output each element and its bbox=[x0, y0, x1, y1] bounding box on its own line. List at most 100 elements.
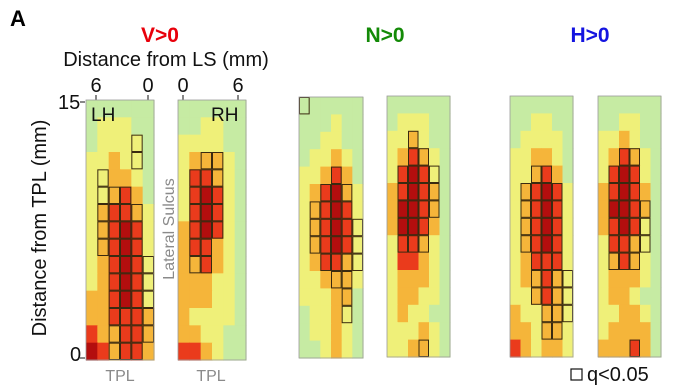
sig-cell bbox=[608, 183, 619, 201]
heat-cell bbox=[640, 287, 652, 306]
heat-cell bbox=[189, 100, 202, 118]
heat-cell bbox=[418, 96, 430, 114]
heat-cell bbox=[397, 183, 409, 201]
sig-cell bbox=[108, 238, 120, 257]
sig-cell bbox=[408, 200, 419, 218]
heat-cell bbox=[178, 273, 190, 292]
heat-cell bbox=[189, 152, 202, 170]
heat-cell bbox=[120, 186, 132, 205]
sig-cell bbox=[552, 252, 563, 271]
heat-cell bbox=[341, 253, 353, 272]
heat-cell bbox=[131, 100, 144, 118]
heat-cell bbox=[320, 236, 332, 255]
heat-cell bbox=[629, 304, 641, 323]
heat-cell bbox=[320, 201, 332, 220]
heat-cell bbox=[520, 165, 532, 184]
heat-cell bbox=[520, 339, 532, 358]
heat-cell bbox=[619, 148, 631, 167]
heat-cell bbox=[234, 273, 247, 292]
heat-cell bbox=[429, 304, 441, 323]
heat-cell bbox=[352, 184, 364, 202]
sig-cell bbox=[299, 97, 310, 115]
heat-cell bbox=[608, 287, 620, 306]
sig-cell bbox=[629, 165, 640, 184]
heat-cell bbox=[223, 256, 236, 274]
heat-cell bbox=[352, 236, 364, 255]
sig-cell bbox=[320, 253, 332, 272]
heat-cell bbox=[108, 238, 121, 257]
heat-cell bbox=[608, 235, 620, 254]
heat-cell bbox=[86, 273, 98, 292]
sig-cell bbox=[131, 308, 143, 326]
heat-cell bbox=[142, 290, 155, 309]
sig-cell bbox=[418, 235, 429, 253]
heat-cell bbox=[408, 165, 420, 184]
heat-cell bbox=[352, 114, 364, 133]
heat-cell bbox=[108, 117, 121, 136]
heat-cell bbox=[608, 165, 620, 184]
heat-cell bbox=[562, 287, 574, 306]
heat-cell bbox=[608, 270, 620, 288]
heat-cell bbox=[320, 323, 332, 342]
heat-cell bbox=[520, 148, 532, 167]
sig-cell bbox=[397, 235, 408, 253]
heat-cell bbox=[650, 339, 662, 358]
heat-cell bbox=[619, 322, 631, 341]
sig-cell bbox=[619, 165, 630, 184]
heat-cell bbox=[234, 186, 247, 205]
heat-cell bbox=[531, 148, 543, 167]
heat-cell bbox=[223, 290, 236, 309]
sig-cell bbox=[131, 325, 143, 343]
heat-cell bbox=[562, 322, 574, 341]
heat-cell bbox=[629, 148, 641, 167]
sig-cell bbox=[189, 238, 201, 257]
sig-cell bbox=[97, 204, 109, 222]
heat-cell bbox=[510, 113, 522, 132]
heat-cell bbox=[108, 290, 121, 309]
heat-cell bbox=[309, 271, 321, 289]
heat-cell bbox=[178, 342, 190, 361]
heat-cell bbox=[640, 304, 652, 323]
heat-cell bbox=[223, 204, 236, 222]
sig-cell bbox=[108, 204, 120, 222]
heat-cell bbox=[541, 148, 553, 167]
heat-cell bbox=[397, 96, 409, 114]
sig-cell bbox=[552, 200, 563, 218]
heat-cell bbox=[520, 235, 532, 254]
sig-cell bbox=[531, 200, 542, 218]
heat-cell bbox=[439, 270, 451, 288]
sig-cell bbox=[418, 200, 429, 218]
heat-cell bbox=[629, 339, 641, 358]
heat-cell bbox=[320, 131, 332, 150]
heat-cell bbox=[552, 96, 564, 114]
heat-cell bbox=[541, 235, 553, 254]
sig-cell bbox=[142, 325, 155, 343]
heat-cell bbox=[531, 304, 543, 323]
heat-cell bbox=[531, 270, 543, 288]
heat-cell bbox=[178, 100, 190, 118]
heat-cell bbox=[510, 130, 522, 149]
sig-cell bbox=[541, 235, 552, 253]
heat-cell bbox=[108, 342, 121, 361]
heat-cell bbox=[309, 131, 321, 150]
sig-cell bbox=[131, 134, 143, 153]
heat-cell bbox=[541, 113, 553, 132]
heat-cell bbox=[320, 149, 332, 168]
heat-cell bbox=[629, 183, 641, 201]
sig-cell bbox=[341, 201, 353, 219]
heat-cell bbox=[439, 217, 451, 236]
heat-cell bbox=[510, 96, 522, 114]
heat-cell bbox=[531, 322, 543, 341]
heat-cell bbox=[429, 270, 441, 288]
sig-cell bbox=[418, 165, 429, 184]
heat-cell bbox=[429, 200, 441, 219]
top-tick-lh-0: 0 bbox=[142, 75, 153, 97]
heat-cell bbox=[397, 304, 409, 323]
heat-cell bbox=[299, 271, 311, 289]
heat-cell bbox=[408, 270, 420, 288]
heat-cell bbox=[331, 114, 343, 133]
sig-cell bbox=[331, 271, 342, 289]
heat-cell bbox=[142, 308, 155, 326]
legend-label: q<0.05 bbox=[587, 364, 649, 386]
